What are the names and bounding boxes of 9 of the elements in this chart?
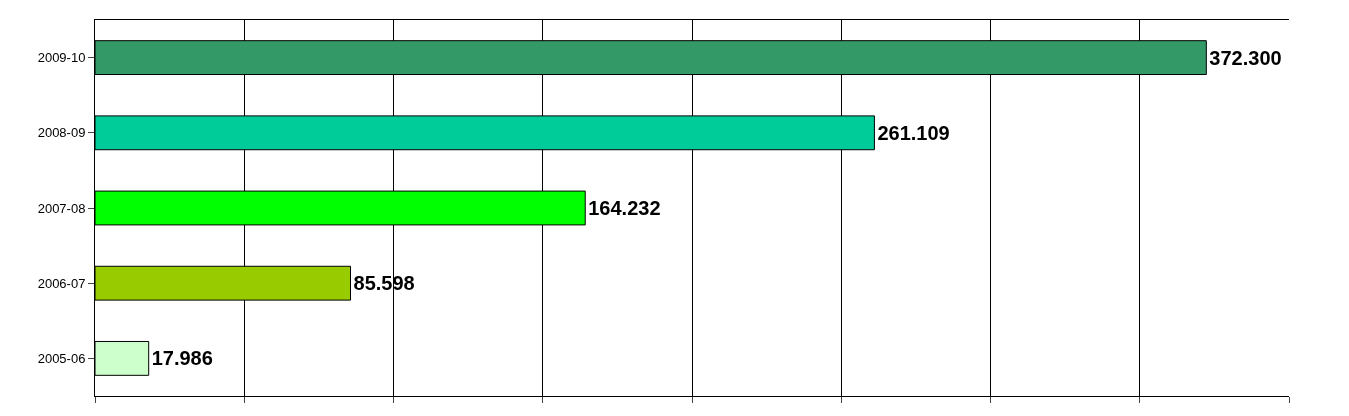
data-label: 372.300: [1209, 46, 1282, 69]
data-label: 17.986: [151, 347, 213, 370]
y-tick-label: 2006-07: [37, 275, 86, 291]
data-label: 261.109: [877, 121, 950, 144]
y-tick-label: 2007-08: [37, 200, 86, 216]
data-label: 164.232: [588, 197, 661, 219]
y-tick-label: 2009-10: [37, 50, 86, 66]
y-tick-label: 2005-06: [37, 350, 86, 366]
y-tick-label: 2008-09: [37, 125, 86, 141]
